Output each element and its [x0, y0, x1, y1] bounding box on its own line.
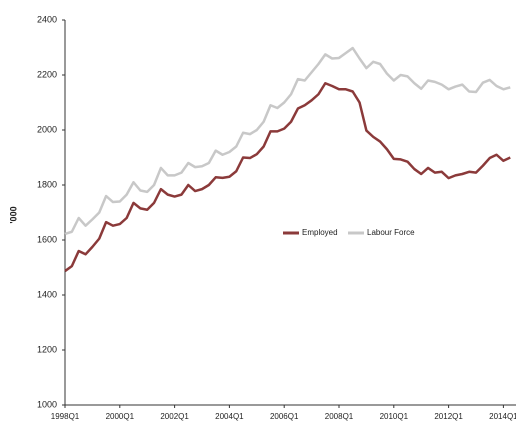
series-line: [64, 46, 511, 236]
y-tick-label: 1000: [37, 399, 57, 409]
x-tick-label: 2008Q1: [325, 412, 354, 421]
x-tick-label: 2004Q1: [215, 412, 244, 421]
series-line: [64, 82, 511, 273]
y-tick-label: 1800: [37, 179, 57, 189]
y-tick-label: 2400: [37, 14, 57, 24]
x-tick-label: 1998Q1: [51, 412, 80, 421]
y-tick-label: 1200: [37, 344, 57, 354]
legend-label: Employed: [302, 228, 338, 237]
y-tick-label: 2200: [37, 69, 57, 79]
y-axis-label: '000: [8, 206, 18, 223]
x-tick-label: 2006Q1: [270, 412, 299, 421]
y-tick-label: 1600: [37, 234, 57, 244]
legend-label: Labour Force: [367, 228, 415, 237]
x-tick-label: 2000Q1: [106, 412, 135, 421]
y-tick-label: 2000: [37, 124, 57, 134]
x-tick-label: 2012Q1: [434, 412, 463, 421]
x-tick-label: 2010Q1: [380, 412, 409, 421]
y-tick-label: 1400: [37, 289, 57, 299]
x-tick-label: 2014Q1: [489, 412, 516, 421]
x-tick-label: 2002Q1: [160, 412, 189, 421]
